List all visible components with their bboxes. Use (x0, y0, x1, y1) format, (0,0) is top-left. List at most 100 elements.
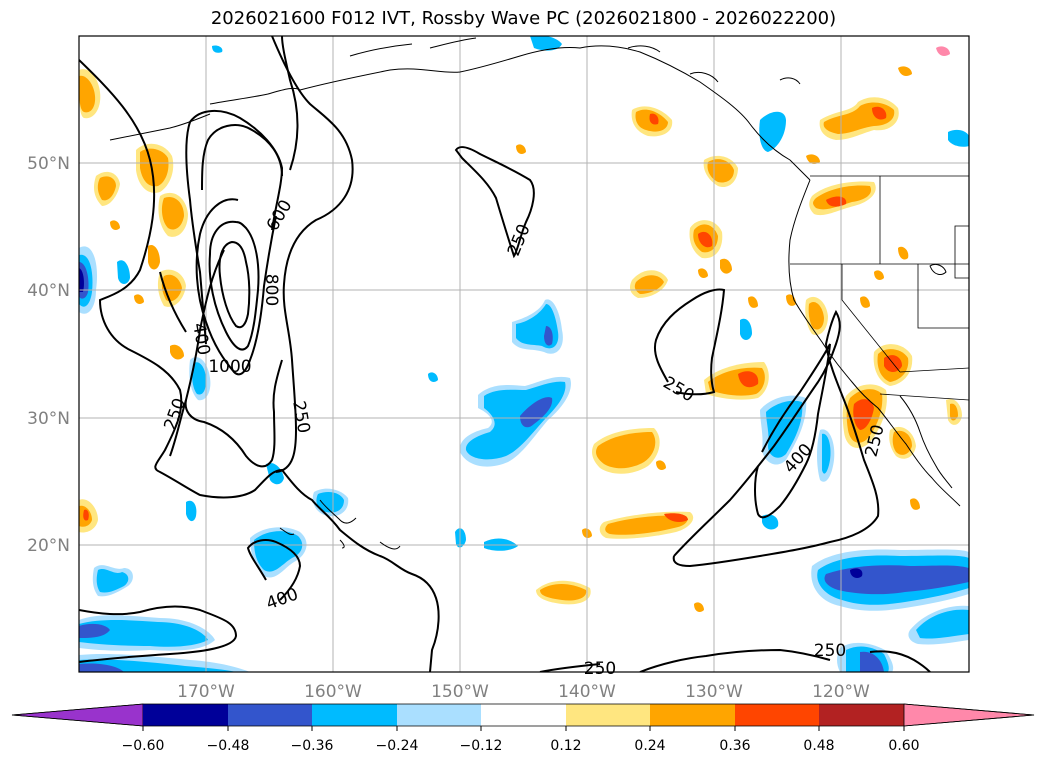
colorbar-segment (481, 704, 566, 726)
positive-anomaly-region (148, 244, 160, 270)
negative-anomaly-region (96, 569, 129, 593)
positive-anomaly-region (79, 75, 96, 113)
negative-anomaly-region (740, 318, 752, 340)
colorbar-tick-label: −0.12 (460, 738, 503, 754)
ivt-contour-250 (271, 36, 354, 473)
ivt-contour-250 (79, 59, 440, 672)
latitude-labels: 50°N 40°N 30°N 20°N (27, 154, 70, 556)
lon-label-160w: 160°W (304, 682, 362, 702)
colorbar-tick-label: 0.12 (550, 738, 581, 754)
colorbar-segment (143, 704, 228, 726)
colorbar-tick-label: 0.36 (719, 738, 750, 754)
ivt-contour-250 (869, 650, 931, 672)
negative-anomaly-region (266, 462, 284, 485)
negative-anomaly-region (860, 651, 884, 672)
coastlines (109, 37, 961, 550)
contour-label: 250 (814, 641, 846, 661)
positive-anomaly-region (664, 513, 688, 522)
negative-anomaly-region (79, 620, 208, 647)
anomaly-shading (79, 36, 969, 672)
positive-anomaly-region (634, 275, 664, 294)
ivt-contour-600 (201, 124, 283, 191)
positive-anomaly-region (698, 231, 713, 248)
ivt-contour-250 (454, 146, 535, 259)
negative-anomaly-region (79, 663, 124, 672)
lat-label-50n: 50°N (27, 154, 70, 174)
negative-anomaly-region (822, 433, 831, 474)
positive-anomaly-region (83, 509, 89, 521)
positive-anomaly-region (698, 268, 708, 278)
negative-anomaly-region (520, 397, 553, 428)
positive-anomaly-region (161, 196, 184, 230)
colorbar-segment (650, 704, 735, 726)
positive-anomaly-region (898, 246, 909, 260)
colorbar-tick-label: −0.60 (122, 738, 165, 754)
positive-anomaly-region (872, 106, 887, 120)
contour-label: 800 (261, 274, 281, 306)
colorbar-segment (312, 704, 397, 726)
positive-anomaly-region (738, 371, 759, 388)
positive-anomaly-region (936, 46, 950, 56)
positive-anomaly-region (656, 460, 666, 470)
positive-anomaly-region (97, 176, 116, 201)
colorbar-segment (397, 704, 481, 726)
negative-anomaly-region (186, 500, 197, 522)
colorbar-tick-label: −0.36 (291, 738, 334, 754)
negative-anomaly-region (916, 609, 969, 639)
negative-anomaly-region (79, 623, 110, 638)
positive-anomaly-region (694, 602, 704, 612)
ivt-contour-250 (281, 36, 299, 171)
positive-anomaly-region (892, 430, 912, 455)
lon-label-150w: 150°W (431, 682, 489, 702)
contour-label: 250 (584, 659, 616, 679)
positive-anomaly-region (853, 399, 874, 430)
colorbar-segment (735, 704, 819, 726)
positive-anomaly-region (950, 403, 958, 421)
colorbar-tick-label: 0.48 (803, 738, 834, 754)
negative-anomaly-region (428, 372, 438, 382)
positive-anomaly-region (898, 66, 912, 76)
positive-anomaly-region (748, 296, 758, 308)
positive-anomaly-region (540, 584, 587, 601)
lon-label-170w: 170°W (177, 682, 235, 702)
colorbar-tick-label: −0.24 (376, 738, 419, 754)
negative-anomaly-region (762, 514, 779, 530)
negative-anomaly-region (212, 45, 223, 53)
negative-anomaly-region (316, 492, 344, 513)
positive-anomaly-region (140, 148, 169, 187)
lat-label-30n: 30°N (27, 409, 70, 429)
lon-label-120w: 120°W (812, 682, 870, 702)
contour-label: 1000 (208, 357, 251, 377)
negative-anomaly-region (117, 260, 130, 284)
positive-anomaly-region (605, 515, 688, 535)
colorbar-extend-high (903, 703, 1035, 727)
colorbar: −0.60 −0.48 −0.36 −0.24 −0.12 0.12 0.24 … (11, 703, 1035, 754)
colorbar-extend-low (11, 703, 144, 727)
negative-anomaly-region (79, 268, 84, 292)
ivt-contour-1000 (218, 240, 251, 329)
negative-anomaly-region (192, 362, 206, 395)
negative-anomaly-region (254, 531, 303, 572)
negative-anomaly-region (850, 568, 863, 578)
colorbar-tick-label: 0.60 (888, 738, 919, 754)
ivt-contour-800 (208, 220, 260, 351)
positive-anomaly-region (516, 144, 526, 154)
longitude-labels: 170°W 160°W 150°W 140°W 130°W 120°W (177, 682, 870, 702)
ivt-contour-250 (79, 605, 238, 663)
ivt-contours (79, 36, 931, 672)
ivt-contour-400 (754, 343, 831, 519)
positive-anomaly-region (134, 294, 144, 304)
positive-anomaly-region (110, 220, 120, 230)
lat-label-40n: 40°N (27, 281, 70, 301)
positive-anomaly-region (808, 301, 824, 330)
lon-label-130w: 130°W (685, 682, 743, 702)
positive-anomaly-region (860, 296, 870, 308)
negative-anomaly-region (948, 129, 969, 147)
ivt-contour-400 (169, 399, 187, 457)
colorbar-segment (228, 704, 312, 726)
gridlines (79, 36, 969, 672)
negative-anomaly-region (544, 326, 553, 346)
map-title: 2026021600 F012 IVT, Rossby Wave PC (202… (210, 8, 837, 29)
negative-anomaly-region (530, 36, 562, 51)
